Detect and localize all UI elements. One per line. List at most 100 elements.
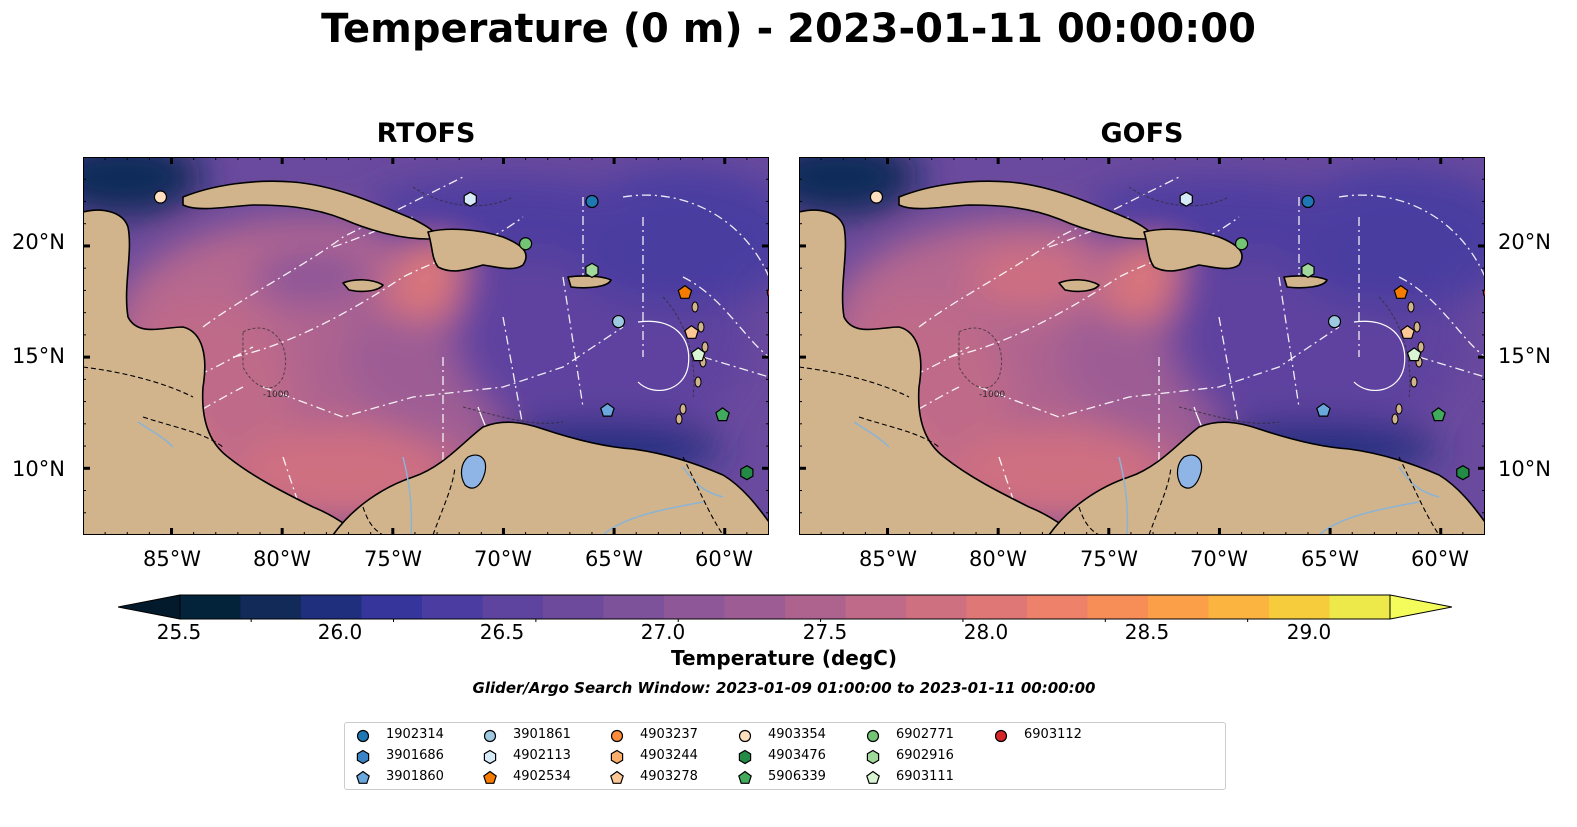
colorbar-segment	[482, 595, 544, 619]
colorbar-segment	[1329, 595, 1391, 619]
legend-label: 4903278	[640, 769, 698, 784]
legend-marker-3901860[interactable]	[356, 770, 370, 784]
legend-marker-6903111[interactable]	[866, 770, 880, 784]
legend-label: 6902916	[896, 748, 954, 763]
legend-marker-4902534[interactable]	[483, 770, 497, 784]
colorbar-tick: 27.0	[640, 620, 686, 644]
float-marker-6902771[interactable]	[518, 237, 533, 251]
legend-marker-3901686[interactable]	[356, 749, 370, 765]
float-marker-6903112[interactable]	[766, 287, 769, 299]
float-marker-6903111[interactable]	[1406, 347, 1422, 362]
float-marker-5906339[interactable]	[1431, 407, 1446, 422]
float-marker-4902534[interactable]	[677, 284, 693, 299]
legend-marker-4902113[interactable]	[483, 749, 497, 765]
legend-marker-6902771[interactable]	[866, 729, 880, 743]
legend-marker-4903244[interactable]	[610, 749, 624, 765]
float-marker-3901860[interactable]	[1316, 402, 1331, 417]
map-frame	[83, 157, 769, 535]
legend-marker-3901861[interactable]	[483, 729, 497, 743]
legend-marker-4903476[interactable]	[738, 749, 752, 765]
colorbar-extend-over	[1389, 594, 1453, 620]
float-marker-4902534[interactable]	[1393, 284, 1409, 299]
colorbar-segment	[180, 595, 241, 619]
legend-label: 4903476	[768, 748, 826, 763]
gofs-map: -1000	[799, 157, 1485, 535]
legend-marker-4903237[interactable]	[610, 729, 624, 743]
colorbar-label: Temperature (degC)	[671, 646, 897, 670]
float-marker-6903112[interactable]	[1482, 287, 1485, 299]
lon-label-65w-rtofs: 65°W	[585, 547, 643, 571]
legend-marker-icon	[994, 729, 1008, 743]
legend-marker-5906339[interactable]	[738, 770, 752, 784]
jamaica-landmass	[342, 279, 384, 293]
central-america-landmass	[83, 209, 359, 535]
float-marker-6902771[interactable]	[1234, 237, 1249, 251]
float-marker-4903278[interactable]	[1400, 324, 1415, 339]
colorbar-segment	[1269, 595, 1330, 619]
lesser-antilles	[1391, 301, 1425, 425]
legend-marker-icon	[483, 749, 497, 765]
map-panel-gofs[interactable]: -1000	[799, 157, 1485, 535]
colorbar-tick: 26.5	[479, 620, 525, 644]
figure-title: Temperature (0 m) - 2023-01-11 00:00:00	[321, 6, 1256, 52]
rivers	[853, 421, 1440, 535]
colorbar-segment	[1027, 595, 1088, 619]
legend-marker-1902314[interactable]	[356, 729, 370, 743]
rtofs-map: -1000	[83, 157, 769, 535]
legend: 1902314 3901686 3901860 3901861 4902113 49025…	[344, 722, 1226, 790]
legend-marker-6903112[interactable]	[994, 729, 1008, 743]
legend-marker-4903278[interactable]	[610, 770, 624, 784]
lat-label-15n-left: 15°N	[12, 344, 65, 368]
hispaniola-landmass	[1143, 228, 1243, 272]
colorbar-segment	[422, 595, 483, 619]
bathymetry-label: -1000	[263, 390, 289, 400]
colorbar	[117, 592, 1453, 623]
lon-label-75w-gofs: 75°W	[1080, 547, 1138, 571]
float-marker-4902113[interactable]	[463, 191, 477, 207]
float-marker-6902916[interactable]	[1301, 262, 1315, 279]
lon-label-70w-gofs: 70°W	[1190, 547, 1248, 571]
colorbar-segment	[543, 595, 604, 619]
legend-marker-icon	[483, 729, 497, 743]
colorbar-segment	[1148, 595, 1209, 619]
colorbar-extend-under	[117, 594, 181, 620]
float-marker-3901861[interactable]	[1327, 314, 1342, 329]
float-marker-1902314[interactable]	[1301, 194, 1315, 209]
float-marker-5906339[interactable]	[715, 407, 730, 422]
legend-label: 3901861	[513, 727, 571, 742]
land	[799, 180, 1485, 535]
map-panel-rtofs[interactable]: -1000	[83, 157, 769, 535]
legend-marker-6902916[interactable]	[866, 749, 880, 765]
colorbar-segment	[1208, 595, 1270, 619]
search-window-text: Glider/Argo Search Window: 2023-01-09 01…	[472, 679, 1096, 697]
colorbar-segment	[240, 595, 302, 619]
bathymetry-contours	[242, 186, 695, 424]
lon-label-85w-gofs: 85°W	[859, 547, 917, 571]
float-marker-4902113[interactable]	[1179, 191, 1193, 207]
float-marker-6903111[interactable]	[690, 347, 706, 362]
float-marker-4903278[interactable]	[684, 324, 699, 339]
legend-label: 4903237	[640, 727, 698, 742]
legend-label: 6903111	[896, 769, 954, 784]
colorbar-tick: 26.0	[317, 620, 363, 644]
float-marker-4903354[interactable]	[869, 190, 884, 204]
float-marker-3901861[interactable]	[611, 314, 626, 329]
lon-label-85w-rtofs: 85°W	[143, 547, 201, 571]
float-marker-4903476[interactable]	[740, 465, 754, 481]
lon-label-70w-rtofs: 70°W	[474, 547, 532, 571]
float-marker-6902916[interactable]	[585, 262, 599, 279]
legend-marker-icon	[738, 770, 752, 784]
legend-label: 3901860	[386, 769, 444, 784]
map-frame	[799, 157, 1485, 535]
colorbar-segment	[724, 595, 786, 619]
lon-label-75w-rtofs: 75°W	[364, 547, 422, 571]
colorbar-segment	[845, 595, 907, 619]
lat-label-20n-right: 20°N	[1498, 230, 1551, 254]
float-marker-3901860[interactable]	[600, 402, 615, 417]
legend-marker-4903354[interactable]	[738, 729, 752, 743]
float-marker-4903354[interactable]	[153, 190, 168, 204]
puerto-rico-landmass	[567, 275, 612, 289]
colorbar-segment	[966, 595, 1028, 619]
float-marker-4903476[interactable]	[1456, 465, 1470, 481]
float-marker-1902314[interactable]	[585, 194, 599, 209]
